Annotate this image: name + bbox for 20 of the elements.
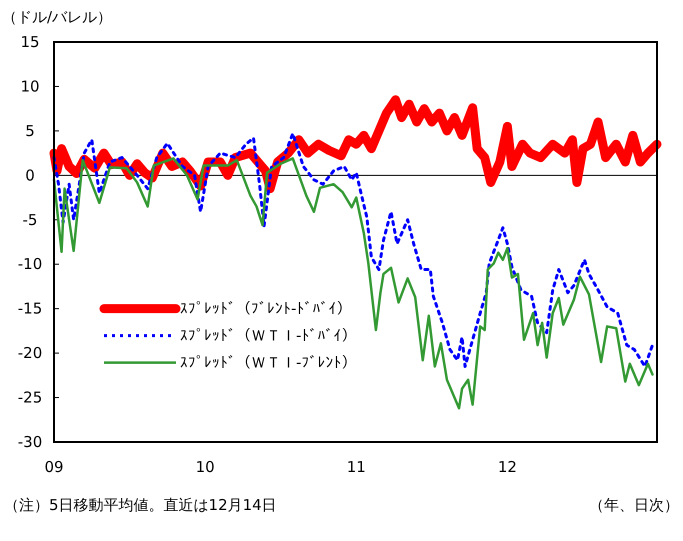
y-axis-title: （ドル/バレル） <box>2 8 112 26</box>
legend-label: ｽﾌﾟﾚｯﾄﾞ（ＷＴＩ-ﾌﾞﾚﾝﾄ） <box>180 354 356 372</box>
y-tick-label: -10 <box>18 255 42 274</box>
y-tick-label: -5 <box>22 210 38 229</box>
y-tick-label: -30 <box>18 433 42 451</box>
y-tick-label: -15 <box>18 300 42 318</box>
legend-label: ｽﾌﾟﾚｯﾄﾞ（ＷＴＩ-ﾄﾞﾊﾞｲ） <box>180 326 356 345</box>
x-tick-label: 10 <box>196 458 215 476</box>
y-tick-label: 15 <box>20 33 40 51</box>
legend-label: ｽﾌﾟﾚｯﾄﾞ（ﾌﾞﾚﾝﾄ-ﾄﾞﾊﾞｲ） <box>180 300 352 318</box>
text: （注）5日移動平均値。直近は12月14日 <box>4 496 277 514</box>
y-tick-label: -25 <box>18 388 42 407</box>
x-tick-label: 12 <box>498 458 517 476</box>
x-tick-label: 11 <box>346 458 366 476</box>
y-tick-label: 0 <box>25 166 35 184</box>
y-tick-label: -20 <box>18 344 42 362</box>
x-axis-title: （年、日次） <box>589 496 679 514</box>
y-tick-label: 5 <box>25 122 35 140</box>
x-tick-label: 09 <box>44 458 64 476</box>
y-tick-label: 10 <box>20 77 40 96</box>
